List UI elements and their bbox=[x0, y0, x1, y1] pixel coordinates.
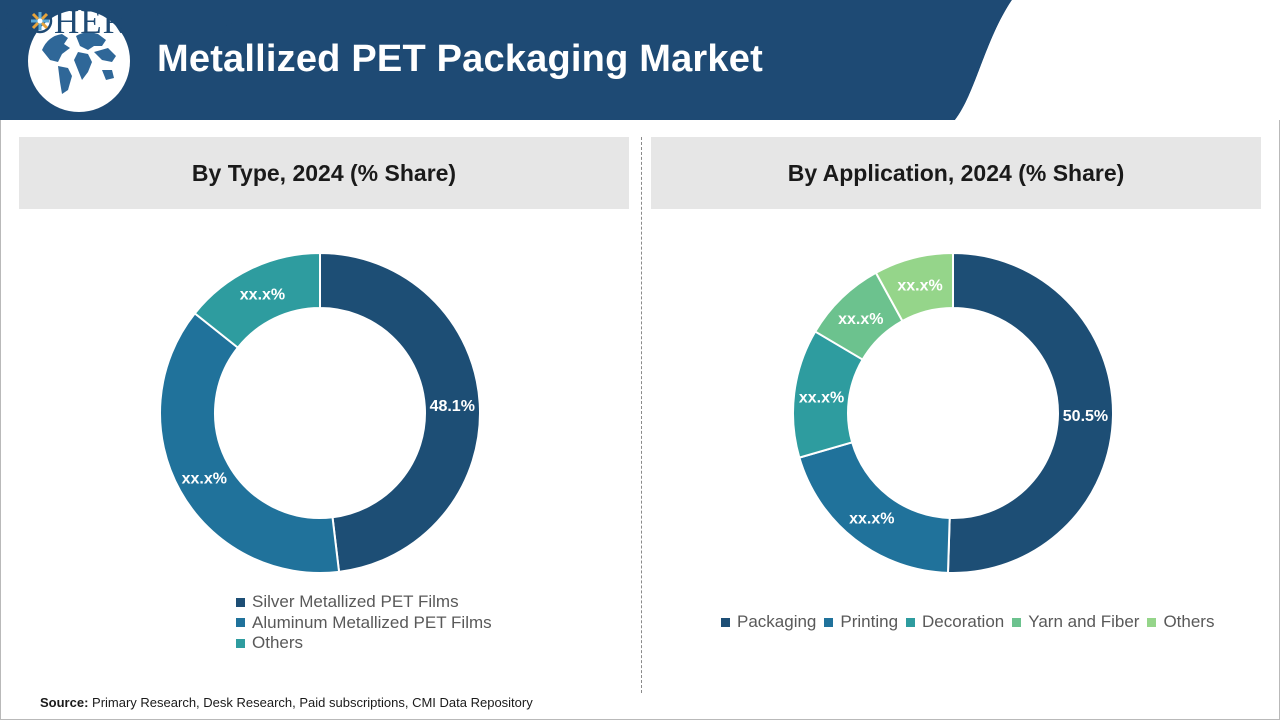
logo-target-icon bbox=[27, 8, 53, 34]
legend-item: Silver Metallized PET Films bbox=[236, 592, 492, 613]
type-legend: Silver Metallized PET Films Aluminum Met… bbox=[236, 592, 492, 654]
source-note: Source: Primary Research, Desk Research,… bbox=[40, 695, 533, 710]
slice-data-label: 50.5% bbox=[1063, 408, 1108, 425]
legend-swatch bbox=[236, 597, 245, 607]
slice-data-label: 48.1% bbox=[430, 398, 475, 415]
donut-slice-type-2 bbox=[193, 251, 321, 350]
application-legend: Packaging Printing Decoration Yarn and F… bbox=[721, 612, 1222, 632]
globe-icon bbox=[28, 10, 130, 112]
donut-slice-application-0 bbox=[946, 251, 1114, 574]
page-title: Metallized PET Packaging Market bbox=[157, 38, 763, 80]
application-chart-title: By Application, 2024 (% Share) bbox=[651, 137, 1261, 209]
legend-label: Packaging bbox=[737, 612, 817, 631]
legend-item: Yarn and Fiber bbox=[1012, 612, 1139, 632]
legend-swatch bbox=[236, 618, 245, 628]
legend-item: Aluminum Metallized PET Films bbox=[236, 613, 492, 634]
donut-slice-application-1 bbox=[798, 441, 951, 574]
legend-label: Silver Metallized PET Films bbox=[252, 592, 459, 612]
source-label: Source: bbox=[40, 695, 89, 710]
slice-data-label: xx.x% bbox=[849, 511, 894, 528]
legend-label: Printing bbox=[840, 612, 899, 631]
legend-swatch bbox=[1012, 617, 1022, 627]
legend-item: Decoration bbox=[906, 612, 1004, 632]
slice-data-label: xx.x% bbox=[182, 471, 227, 488]
legend-swatch bbox=[236, 638, 245, 648]
legend-swatch bbox=[1147, 617, 1157, 627]
legend-label: Yarn and Fiber bbox=[1028, 612, 1140, 631]
slice-data-label: xx.x% bbox=[240, 287, 285, 304]
donut-slice-type-0 bbox=[319, 251, 481, 573]
slice-data-label: xx.x% bbox=[897, 278, 942, 295]
legend-swatch bbox=[906, 617, 916, 627]
logo-letter-c: C bbox=[0, 2, 23, 41]
slice-data-label: xx.x% bbox=[799, 389, 844, 406]
legend-label: Others bbox=[252, 633, 304, 653]
source-text: Primary Research, Desk Research, Paid su… bbox=[88, 695, 533, 710]
legend-swatch bbox=[824, 617, 834, 627]
header-background bbox=[0, 0, 1280, 120]
legend-item: Packaging bbox=[721, 612, 816, 632]
panel-divider bbox=[641, 137, 642, 693]
legend-label: Decoration bbox=[922, 612, 1005, 631]
legend-label: Others bbox=[1163, 612, 1215, 631]
legend-item: Printing bbox=[824, 612, 898, 632]
header-banner: Metallized PET Packaging Market C HERENT… bbox=[0, 0, 1280, 120]
legend-swatch bbox=[721, 617, 730, 627]
slice-data-label: xx.x% bbox=[838, 311, 883, 328]
legend-item: Others bbox=[236, 633, 492, 654]
legend-item: Others bbox=[1147, 612, 1214, 632]
type-chart-title: By Type, 2024 (% Share) bbox=[19, 137, 629, 209]
legend-label: Aluminum Metallized PET Films bbox=[252, 612, 492, 632]
donut-slice-type-1 bbox=[159, 311, 341, 574]
logo-wordmark: HERENT bbox=[54, 2, 198, 41]
donut-slice-application-4 bbox=[874, 251, 954, 323]
brand-logo: C HERENT MI bbox=[0, 2, 251, 41]
logo-mi: MI bbox=[212, 2, 251, 41]
